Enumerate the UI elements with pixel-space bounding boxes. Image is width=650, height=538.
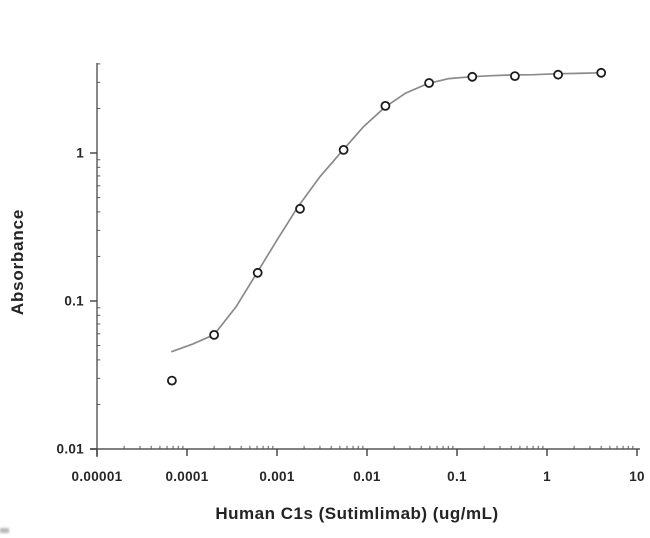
data-point-marker xyxy=(553,69,563,80)
x-tick-label: 0.0001 xyxy=(165,469,209,484)
data-point-marker xyxy=(295,203,305,214)
data-point-marker xyxy=(424,78,435,88)
y-tick-label: 1 xyxy=(76,145,84,161)
data-point-marker xyxy=(338,144,349,155)
y-tick-label: 0.01 xyxy=(56,441,84,457)
data-point-marker xyxy=(380,101,391,111)
x-axis-title: Human C1s (Sutimlimab) (ug/mL) xyxy=(215,504,499,523)
fit-curve xyxy=(171,71,603,353)
data-point-marker xyxy=(596,67,607,78)
x-tick-label: 0.1 xyxy=(447,469,467,484)
x-tick-label: 0.001 xyxy=(259,469,295,484)
x-tick-label: 0.01 xyxy=(353,469,381,484)
y-tick-label: 0.1 xyxy=(64,293,84,309)
data-point-marker xyxy=(467,71,478,82)
corner-artifact xyxy=(0,528,9,533)
data-point-marker xyxy=(166,375,177,386)
x-tick-label: 1 xyxy=(543,469,551,484)
x-tick-label: 10 xyxy=(629,469,645,484)
data-point-marker xyxy=(510,71,520,81)
x-tick-label: 0.00001 xyxy=(71,469,123,484)
data-point-marker xyxy=(209,329,220,340)
y-axis-title: Absorbance xyxy=(8,208,27,316)
data-point-marker xyxy=(252,267,263,278)
